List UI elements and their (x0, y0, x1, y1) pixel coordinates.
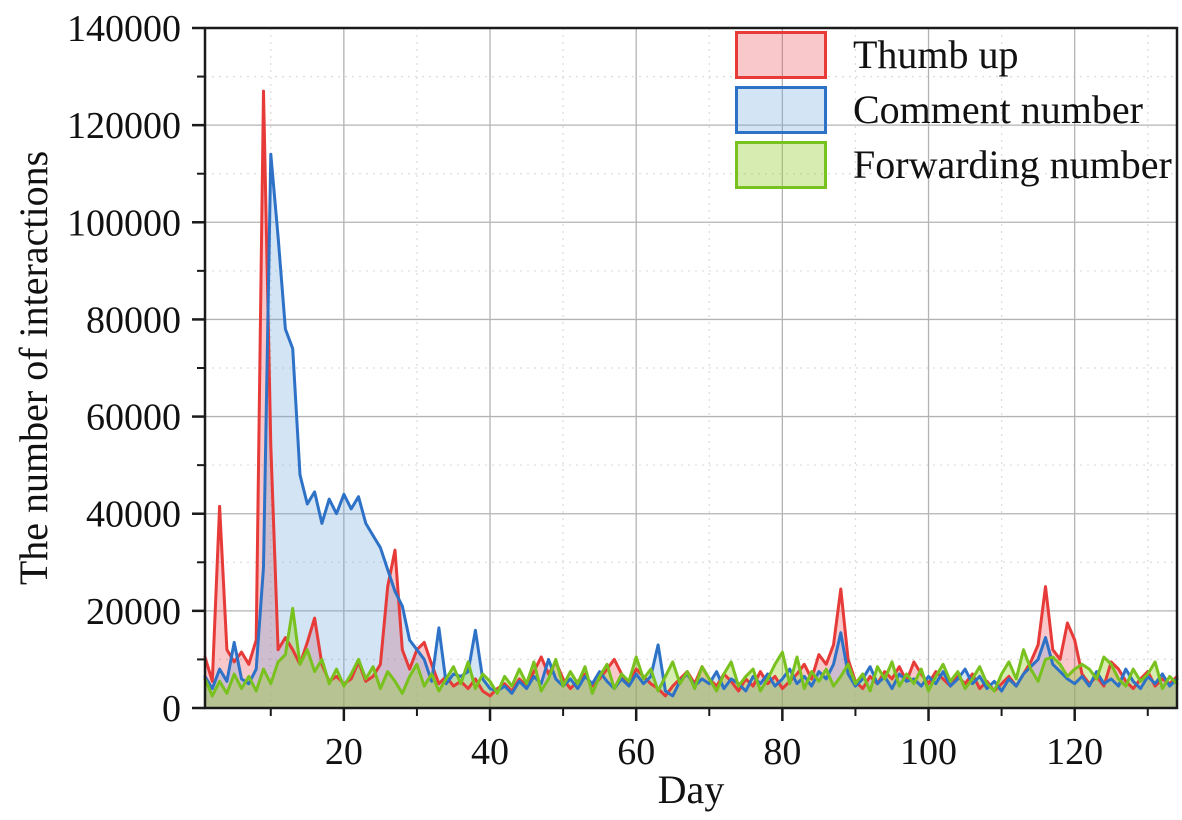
legend-row-thumb-up: Thumb up (735, 31, 1172, 79)
legend-row-comment-number: Comment number (735, 86, 1172, 134)
legend-swatch-comment-number (735, 86, 827, 134)
y-axis-title: The number of interactions (11, 150, 56, 586)
legend-row-forwarding-number: Forwarding number (735, 141, 1172, 189)
x-axis-title: Day (657, 767, 725, 812)
x-tick-label: 40 (471, 731, 509, 773)
x-tick-label: 120 (1046, 731, 1103, 773)
series-area-comment-number (205, 154, 1177, 709)
y-tick-label: 120000 (67, 105, 181, 147)
y-tick-label: 140000 (67, 8, 181, 50)
legend: Thumb up Comment number Forwarding numbe… (735, 31, 1172, 189)
series-line-forwarding-number (203, 606, 1179, 698)
y-tick-label: 80000 (86, 299, 181, 341)
legend-label-comment-number: Comment number (853, 87, 1143, 132)
x-tick-label: 60 (617, 731, 655, 773)
legend-swatch-forwarding-number (735, 141, 827, 189)
legend-swatch-thumb-up (735, 31, 827, 79)
x-tick-label: 80 (763, 731, 801, 773)
legend-label-forwarding-number: Forwarding number (853, 142, 1172, 187)
y-tick-label: 60000 (86, 397, 181, 439)
y-tick-label: 40000 (86, 494, 181, 536)
legend-label-thumb-up: Thumb up (853, 32, 1019, 77)
y-tick-label: 100000 (67, 202, 181, 244)
y-tick-label: 0 (162, 688, 181, 730)
y-tick-label: 20000 (86, 591, 181, 633)
x-tick-label: 100 (900, 731, 957, 773)
x-tick-label: 20 (325, 731, 363, 773)
